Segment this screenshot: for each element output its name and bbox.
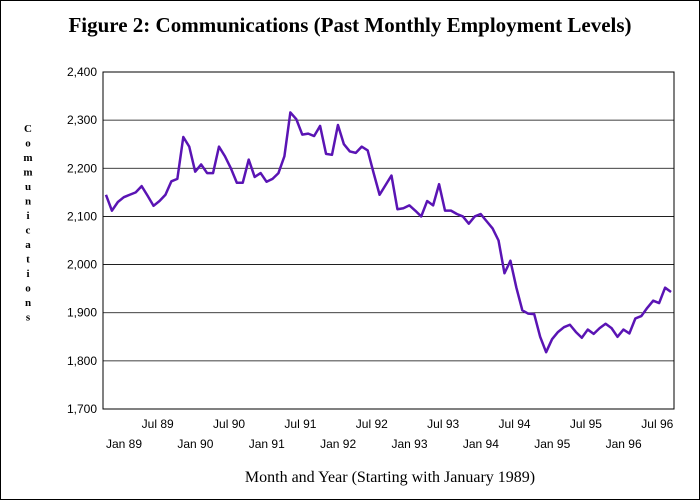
x-axis-title: Month and Year (Starting with January 19… [245,469,535,486]
x-tick-label: Jul 95 [570,417,602,431]
y-tick-label: 1,900 [67,306,97,320]
y-tick-label: 2,100 [67,209,97,223]
x-tick-label: Jul 90 [213,417,245,431]
x-tick-label: Jul 92 [356,417,388,431]
x-tick-label: Jan 89 [106,437,142,451]
x-tick-label: Jul 94 [499,417,531,431]
x-tick-label: Jan 95 [534,437,570,451]
x-tick-label: Jan 91 [249,437,285,451]
y-tick-label: 1,800 [67,354,97,368]
x-tick-label: Jul 89 [142,417,174,431]
x-tick-label: Jan 90 [177,437,213,451]
x-tick-label: Jan 92 [320,437,356,451]
y-tick-label: 2,000 [67,258,97,272]
data-line [104,111,672,354]
y-tick-label: 2,400 [67,65,97,79]
x-tick-label: Jan 93 [391,437,427,451]
y-tick-label: 2,300 [67,113,97,127]
y-tick-label: 2,200 [67,161,97,175]
x-tick-label: Jul 93 [427,417,459,431]
x-tick-label: Jan 96 [606,437,642,451]
x-tick-label: Jul 91 [284,417,316,431]
chart-title: Figure 2: Communications (Past Monthly E… [68,13,631,37]
x-tick-label: Jul 96 [641,417,673,431]
y-tick-label: 1,700 [67,402,97,416]
x-tick-label: Jan 94 [463,437,499,451]
